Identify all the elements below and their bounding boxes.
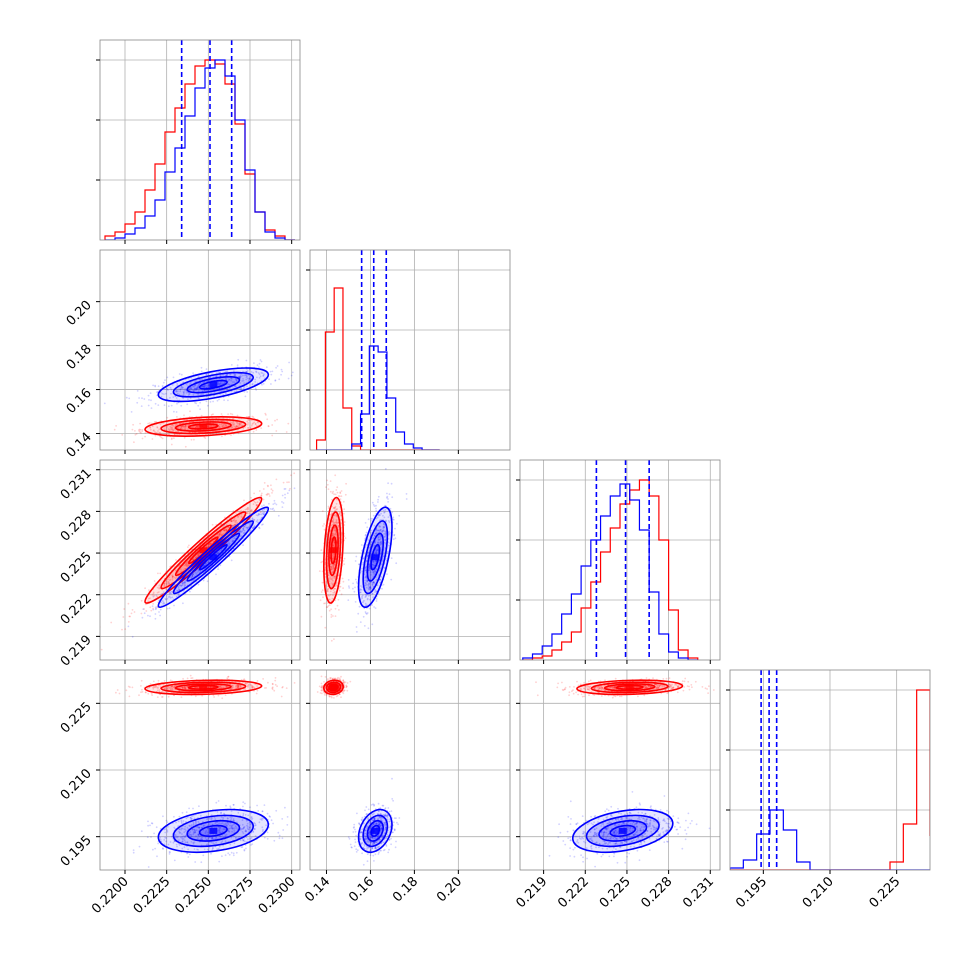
y-tick-label: 0.195: [58, 833, 95, 870]
panel-frame: [309, 459, 511, 661]
scatter-panel: [520, 670, 720, 870]
panel-frame: [519, 459, 721, 661]
y-tick-label: 0.16: [64, 386, 95, 417]
y-tick-label: 0.225: [58, 549, 95, 586]
x-tick-label: 0.225: [597, 874, 634, 911]
blue-density-peak: [209, 381, 218, 388]
x-tick-label: 0.225: [867, 874, 904, 911]
x-tick-label: 0.2250: [172, 874, 215, 917]
red-density-peak: [329, 684, 338, 691]
y-tick-label: 0.228: [58, 508, 95, 545]
x-tick-label: 0.210: [800, 874, 837, 911]
x-tick-label: 0.219: [514, 874, 551, 911]
x-tick-label: 0.2300: [256, 874, 299, 917]
blue-density-peak: [371, 827, 380, 834]
y-tick-label: 0.225: [58, 700, 95, 737]
red-density-peak: [199, 547, 208, 554]
x-tick-label: 0.14: [302, 874, 333, 905]
scatter-panel: [310, 670, 510, 870]
scatter-panel: [310, 460, 510, 660]
x-tick-label: 0.228: [639, 874, 676, 911]
y-tick-label: 0.210: [58, 766, 95, 803]
y-tick-label: 0.18: [64, 342, 95, 373]
y-tick-label: 0.231: [58, 466, 95, 503]
x-tick-label: 0.2225: [131, 874, 174, 917]
blue-histogram-step: [105, 59, 295, 240]
x-tick-label: 0.2275: [214, 874, 257, 917]
x-tick-label: 0.231: [680, 874, 717, 911]
red-histogram-step: [104, 59, 295, 240]
scatter-panel: [100, 460, 300, 660]
histogram-panel: [310, 250, 510, 450]
x-tick-label: 0.195: [733, 874, 770, 911]
blue-density-peak: [371, 554, 380, 561]
red-density-peak: [199, 423, 208, 430]
x-tick-label: 0.222: [555, 874, 592, 911]
blue-histogram-step: [316, 345, 440, 450]
blue-density-peak: [618, 827, 627, 834]
histogram-panel: [100, 40, 300, 240]
blue-histogram-step: [730, 809, 930, 870]
histogram-panel: [520, 460, 720, 660]
blue-histogram-step: [522, 483, 698, 660]
blue-density-peak: [209, 827, 218, 834]
panel-frame: [99, 39, 301, 241]
panel-frame: [99, 249, 301, 451]
y-tick-label: 0.222: [58, 591, 95, 628]
red-histogram-step: [730, 689, 930, 870]
scatter-panel: [100, 250, 300, 450]
x-tick-label: 0.16: [346, 874, 377, 905]
y-tick-label: 0.14: [64, 430, 95, 461]
histogram-panel: [730, 670, 930, 870]
x-tick-label: 0.20: [434, 874, 465, 905]
red-density-peak: [625, 684, 634, 691]
blue-density-peak: [209, 554, 218, 561]
panel-frame: [309, 249, 511, 451]
red-histogram-step: [315, 287, 440, 450]
scatter-panel: [100, 670, 300, 870]
panel-frame: [99, 459, 301, 661]
y-tick-label: 0.219: [58, 633, 95, 670]
y-tick-label: 0.20: [64, 298, 95, 329]
red-density-peak: [329, 547, 338, 554]
blue-scatter-cloud: [548, 791, 711, 868]
red-histogram-step: [522, 479, 699, 660]
x-tick-label: 0.18: [390, 874, 421, 905]
x-tick-label: 0.2200: [89, 874, 132, 917]
red-density-peak: [199, 684, 208, 691]
